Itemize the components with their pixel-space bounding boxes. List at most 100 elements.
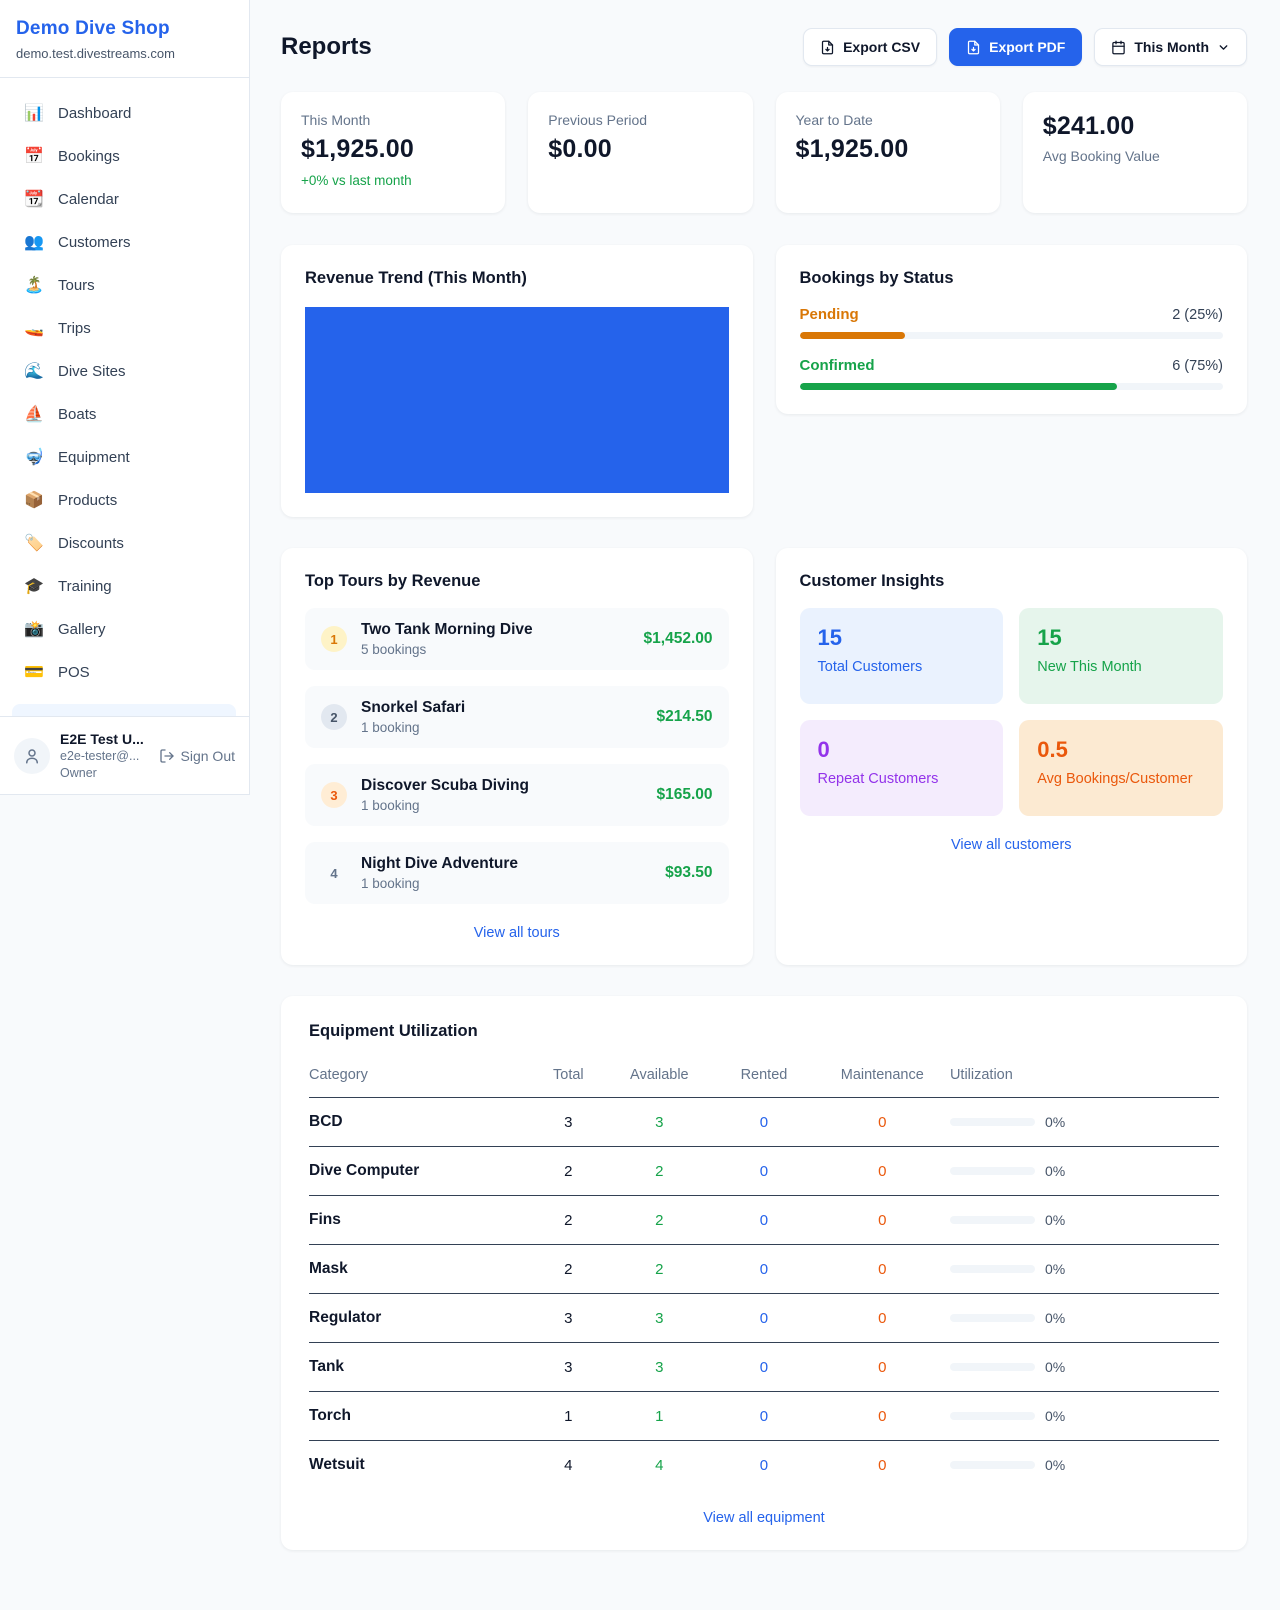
file-csv-icon <box>821 40 834 54</box>
table-row: Wetsuit 4 4 0 0 0% <box>309 1441 1219 1490</box>
page-title: Reports <box>281 33 372 60</box>
export-pdf-button[interactable]: Export PDF <box>949 28 1083 66</box>
cell-total: 2 <box>527 1195 610 1245</box>
cell-available: 1 <box>609 1391 710 1441</box>
shop-domain: demo.test.divestreams.com <box>16 46 175 61</box>
utilization-bar <box>949 1412 1035 1420</box>
cell-rented: 0 <box>709 1391 819 1441</box>
table-row: Tank 3 3 0 0 0% <box>309 1342 1219 1392</box>
rank-badge: 3 <box>321 782 347 808</box>
sidebar-item-tours[interactable]: 🏝️ Tours <box>12 266 237 304</box>
table-row: Torch 1 1 0 0 0% <box>309 1391 1219 1441</box>
sidebar-item-dive-sites[interactable]: 🌊 Dive Sites <box>12 352 237 390</box>
tour-amount: $1,452.00 <box>643 630 713 647</box>
sidebar-item-active-partial[interactable] <box>12 704 236 716</box>
cell-total: 3 <box>527 1293 610 1343</box>
sidebar-item-training[interactable]: 🎓 Training <box>12 567 237 605</box>
tour-row: 2 Snorkel Safari 1 booking $214.50 <box>305 686 729 748</box>
cell-available: 2 <box>609 1146 710 1196</box>
col-rented: Rented <box>709 1057 819 1098</box>
period-dropdown[interactable]: This Month <box>1094 28 1247 66</box>
stat-label: Avg Booking Value <box>1042 148 1160 164</box>
insight-value: 15 <box>817 625 842 650</box>
sidebar-item-gallery[interactable]: 📸 Gallery <box>12 610 237 648</box>
utilization-value: 0% <box>1044 1163 1066 1179</box>
sidebar-item-trips[interactable]: 🚤 Trips <box>12 309 237 347</box>
cell-category: Fins <box>309 1195 528 1245</box>
cell-maintenance: 0 <box>878 1456 887 1474</box>
cell-rented: 0 <box>709 1146 819 1196</box>
customer-insights-card: Customer Insights 15 Total Customers 15 … <box>775 548 1247 965</box>
sidebar-item-pos[interactable]: 💳 POS <box>12 653 237 691</box>
cell-maintenance: 0 <box>818 1342 946 1392</box>
avatar <box>14 737 50 774</box>
insight-value: 0 <box>817 737 830 762</box>
insights-grid: 15 Total Customers 15 New This Month 0 R… <box>799 608 1223 816</box>
sidebar-item-discounts[interactable]: 🏷️ Discounts <box>12 524 237 562</box>
wave-icon: 🌊 <box>24 363 44 380</box>
status-bar-track <box>799 332 1223 339</box>
sidebar-item-dashboard[interactable]: 📊 Dashboard <box>12 94 237 132</box>
tour-amount: $165.00 <box>656 786 713 803</box>
view-all-tours-link[interactable]: View all tours <box>473 925 560 941</box>
tour-bookings: 1 booking <box>361 876 420 891</box>
view-all-customers-link[interactable]: View all customers <box>950 837 1072 853</box>
cell-available: 3 <box>609 1293 710 1343</box>
sidebar-item-boats[interactable]: ⛵ Boats <box>12 395 237 433</box>
utilization-value: 0% <box>1044 1261 1066 1277</box>
insights-row: Top Tours by Revenue 1 Two Tank Morning … <box>281 548 1247 965</box>
tour-name: Night Dive Adventure <box>361 855 519 872</box>
tour-amount: $93.50 <box>665 864 713 881</box>
sign-out-button[interactable]: Sign Out <box>159 748 235 764</box>
cell-category: Regulator <box>309 1293 528 1343</box>
tour-bookings: 5 bookings <box>361 642 427 657</box>
sidebar-item-products[interactable]: 📦 Products <box>12 481 237 519</box>
stat-value: $241.00 <box>1042 112 1135 140</box>
status-label: Pending <box>799 306 859 323</box>
graduation-cap-icon: 🎓 <box>24 578 44 595</box>
utilization-bar <box>949 1118 1035 1126</box>
col-category: Category <box>309 1057 528 1098</box>
cell-rented: 0 <box>709 1293 819 1343</box>
tour-row: 1 Two Tank Morning Dive 5 bookings $1,45… <box>305 608 729 670</box>
user-role: Owner <box>60 765 97 780</box>
status-bar-fill <box>799 383 1118 390</box>
sidebar-item-calendar[interactable]: 📆 Calendar <box>12 180 237 218</box>
col-total: Total <box>527 1057 610 1098</box>
user-email: e2e-tester@... <box>60 749 140 764</box>
utilization-value: 0% <box>1044 1457 1066 1473</box>
stat-card-previous-period: Previous Period $0.00 <box>528 92 753 213</box>
export-csv-button[interactable]: Export CSV <box>803 28 938 66</box>
utilization-bar <box>949 1363 1035 1371</box>
header-actions: Export CSV Export PDF This Month <box>803 28 1247 66</box>
stat-value: $1,925.00 <box>795 135 909 163</box>
rank-badge: 4 <box>330 865 338 881</box>
customer-insights-title: Customer Insights <box>799 572 945 590</box>
utilization-value: 0% <box>1044 1114 1066 1130</box>
charts-row: Revenue Trend (This Month) Bookings by S… <box>281 245 1247 517</box>
sidebar: Demo Dive Shop demo.test.divestreams.com… <box>0 0 250 795</box>
sidebar-item-label: POS <box>58 663 90 681</box>
revenue-trend-card: Revenue Trend (This Month) <box>281 245 753 517</box>
tour-list: 1 Two Tank Morning Dive 5 bookings $1,45… <box>305 608 729 904</box>
sidebar-item-equipment[interactable]: 🤿 Equipment <box>12 438 237 476</box>
view-all-equipment-link[interactable]: View all equipment <box>703 1510 825 1526</box>
stat-card-this-month: This Month $1,925.00 +0% vs last month <box>281 92 506 213</box>
cell-rented: 0 <box>759 1456 769 1474</box>
sidebar-item-bookings[interactable]: 📅 Bookings <box>12 137 237 175</box>
table-header-row: Category Total Available Rented Maintena… <box>309 1057 1219 1098</box>
sidebar-item-label: Calendar <box>58 190 119 208</box>
cell-total: 2 <box>527 1244 610 1294</box>
shop-name: Demo Dive Shop <box>16 18 170 39</box>
sidebar-item-customers[interactable]: 👥 Customers <box>12 223 237 261</box>
person-icon <box>26 748 38 763</box>
stat-value: $0.00 <box>548 135 612 163</box>
tour-amount: $214.50 <box>656 708 713 725</box>
utilization-bar <box>949 1314 1035 1322</box>
status-label: Confirmed <box>799 357 875 374</box>
cell-category: Torch <box>309 1391 528 1441</box>
tag-icon: 🏷️ <box>24 535 44 552</box>
cell-maintenance: 0 <box>818 1244 946 1294</box>
table-row: Mask 2 2 0 0 0% <box>309 1244 1219 1294</box>
user-name: E2E Test U... <box>60 731 144 748</box>
